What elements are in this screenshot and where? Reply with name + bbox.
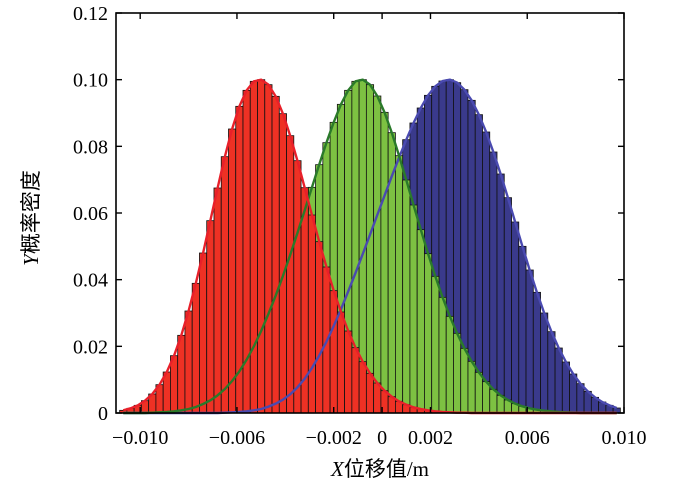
y-tick-label-3: 0.06 bbox=[73, 203, 108, 225]
histogram-bar-s0-62 bbox=[569, 373, 578, 414]
density-curve-s1 bbox=[123, 78, 617, 415]
histogram-bar-s2-10 bbox=[191, 282, 200, 414]
histogram-bar-s0-60 bbox=[554, 347, 563, 414]
histogram-bar-s2-22 bbox=[278, 113, 287, 414]
histogram-bar-s2-12 bbox=[206, 220, 215, 414]
histogram-bar-s0-58 bbox=[540, 312, 549, 414]
histogram-bar-s0-51 bbox=[489, 151, 498, 414]
histogram-bar-s1-41 bbox=[416, 229, 425, 414]
histogram-bar-s1-50 bbox=[482, 381, 491, 414]
histogram-bar-s2-33 bbox=[358, 361, 367, 414]
y-tick-label-2: 0.04 bbox=[73, 270, 108, 292]
histogram-bar-s2-29 bbox=[329, 290, 338, 414]
x-tick-label-2: −0.002 bbox=[306, 427, 362, 449]
axis-ticks bbox=[116, 12, 625, 414]
histogram-bars bbox=[119, 79, 621, 414]
x-axis-text: 位移值/m bbox=[344, 457, 429, 481]
histogram-bar-s2-35 bbox=[373, 382, 382, 414]
histogram-bar-s2-26 bbox=[307, 214, 316, 414]
histogram-bar-s0-54 bbox=[511, 221, 520, 414]
y-tick-label-6: 0.12 bbox=[73, 3, 108, 25]
y-axis-title: Y概率密度 bbox=[19, 170, 43, 266]
histogram-bar-s1-49 bbox=[474, 371, 483, 414]
histogram-bar-s0-53 bbox=[503, 197, 512, 414]
histogram-bar-s2-20 bbox=[264, 84, 273, 414]
x-tick-label-5: 0.006 bbox=[505, 427, 550, 449]
histogram-bar-s0-59 bbox=[547, 331, 556, 414]
histogram-bar-s1-35 bbox=[373, 95, 382, 414]
histogram-bar-s1-47 bbox=[460, 347, 469, 414]
histogram-bar-s1-34 bbox=[365, 84, 375, 414]
y-tick-label-0: 0 bbox=[98, 403, 108, 425]
histogram-bar-s0-52 bbox=[496, 173, 505, 414]
histogram-bar-s2-27 bbox=[315, 241, 324, 414]
histogram-bar-s2-9 bbox=[184, 310, 193, 414]
histogram-bar-s2-19 bbox=[257, 79, 266, 414]
histogram-bar-s2-24 bbox=[293, 160, 302, 414]
histogram-bar-s2-32 bbox=[351, 347, 360, 414]
histogram-bar-s2-13 bbox=[213, 187, 222, 414]
histogram-bar-s0-50 bbox=[482, 131, 491, 414]
y-axis-text: 概率密度 bbox=[19, 170, 43, 254]
histogram-bar-s2-30 bbox=[336, 311, 345, 414]
histogram-bar-s1-42 bbox=[424, 253, 433, 414]
histogram-bar-s2-34 bbox=[365, 372, 375, 414]
x-tick-label-3: 0 bbox=[377, 427, 387, 449]
x-tick-label-1: −0.006 bbox=[209, 427, 265, 449]
x-axis-variable: X bbox=[330, 457, 345, 481]
x-tick-label-4: 0.002 bbox=[408, 427, 453, 449]
histogram-bar-s1-40 bbox=[409, 204, 418, 414]
histogram-bar-s2-18 bbox=[249, 80, 258, 414]
histogram-bar-s2-11 bbox=[199, 252, 208, 414]
histogram-bar-s0-55 bbox=[518, 245, 527, 414]
histogram-bar-s1-38 bbox=[394, 155, 404, 414]
y-tick-label-4: 0.08 bbox=[73, 136, 108, 158]
axis-tick-labels: −0.010 −0.006 −0.002 0 0.002 0.006 0.010 0 0.02 0… bbox=[73, 3, 647, 449]
histogram-bar-s1-43 bbox=[431, 275, 440, 414]
histogram-bar-s0-57 bbox=[532, 291, 541, 414]
x-tick-label-0: −0.010 bbox=[112, 427, 168, 449]
histogram-bar-s1-45 bbox=[445, 315, 454, 414]
histogram-bar-s2-14 bbox=[220, 156, 229, 414]
histogram-bar-s2-15 bbox=[228, 128, 237, 414]
histogram-bar-s1-46 bbox=[453, 332, 462, 414]
histogram-bar-s2-23 bbox=[286, 135, 295, 414]
x-tick-label-6: 0.010 bbox=[602, 427, 647, 449]
histogram-bar-s2-21 bbox=[271, 95, 280, 414]
histogram-bar-s1-36 bbox=[380, 111, 389, 414]
histogram-bar-s2-8 bbox=[177, 334, 186, 414]
histogram-bar-s1-39 bbox=[402, 179, 411, 414]
histogram-bar-s2-31 bbox=[344, 330, 353, 414]
x-axis-title: X位移值/m bbox=[330, 457, 429, 481]
y-tick-label-1: 0.02 bbox=[73, 336, 108, 358]
histogram-bar-s0-61 bbox=[561, 361, 570, 414]
histogram-bar-s0-56 bbox=[525, 269, 534, 414]
y-tick-label-5: 0.10 bbox=[73, 70, 108, 92]
histogram-bar-s1-48 bbox=[467, 360, 476, 414]
histogram-bar-s1-44 bbox=[438, 296, 447, 414]
y-axis-variable: Y bbox=[19, 252, 43, 266]
